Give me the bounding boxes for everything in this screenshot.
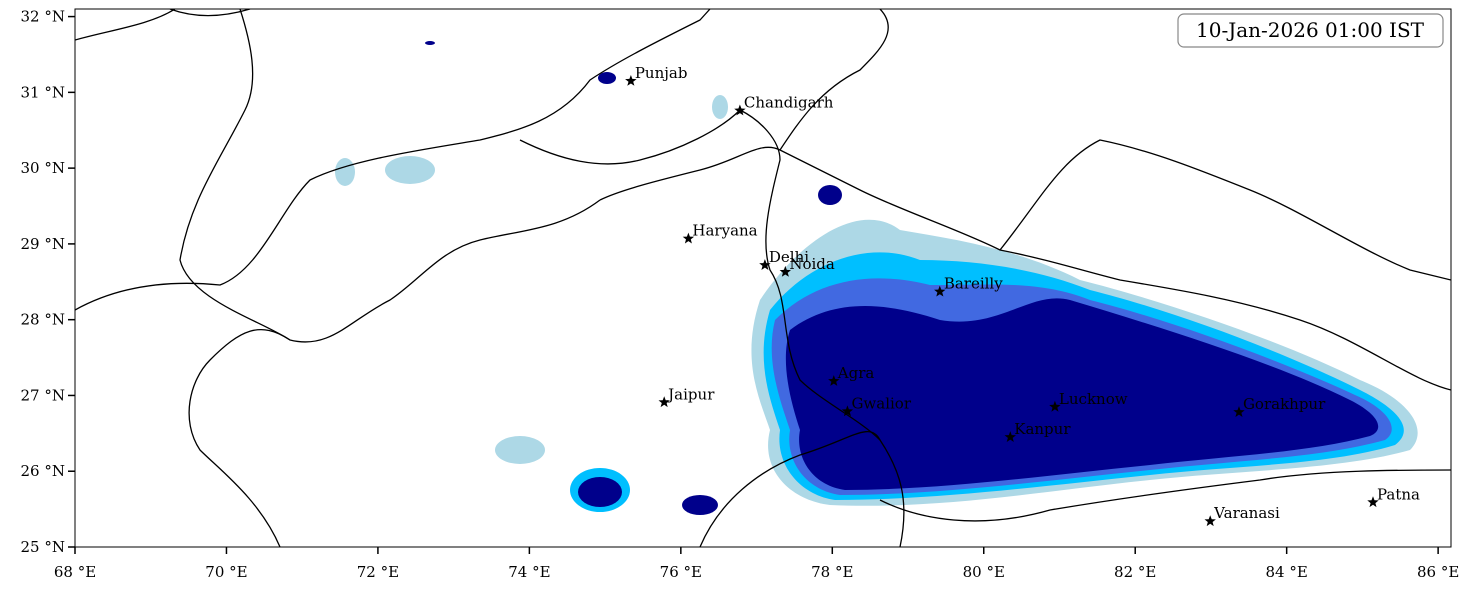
- city-marker: [734, 104, 746, 116]
- city-label: Haryana: [692, 222, 757, 240]
- city-marker: [1004, 431, 1016, 442]
- timestamp: 10-Jan-2026 01:00 IST: [1196, 18, 1425, 42]
- city-marker: [841, 405, 854, 417]
- city-marker: [779, 265, 791, 277]
- y-tick-label: 30 °N: [21, 159, 65, 177]
- y-tick-label: 32 °N: [21, 8, 65, 26]
- y-tick-label: 27 °N: [21, 386, 65, 404]
- x-tick-label: 78 °E: [811, 563, 853, 581]
- city-marker: [658, 396, 670, 408]
- city-label: Gwalior: [851, 394, 911, 412]
- city-label: Delhi: [769, 248, 809, 266]
- city-label: Kanpur: [1014, 420, 1071, 438]
- city-marker: [1049, 400, 1061, 412]
- x-tick-label: 76 °E: [660, 563, 702, 581]
- x-tick-label: 86 °E: [1417, 563, 1459, 581]
- precipitation: [335, 41, 1418, 515]
- city-label: Bareilly: [944, 275, 1003, 293]
- city-marker: [1367, 496, 1379, 508]
- city-label: Jaipur: [666, 385, 715, 403]
- city-label: Varanasi: [1213, 504, 1280, 522]
- city-marker: [1233, 406, 1245, 417]
- plot-frame: [74, 8, 1452, 548]
- y-tick-label: 26 °N: [21, 462, 65, 480]
- city-marker: [1204, 515, 1216, 527]
- x-tick-label: 82 °E: [1114, 563, 1156, 581]
- y-tick-label: 25 °N: [21, 538, 65, 556]
- city-marker: [682, 232, 695, 244]
- borders: [75, 9, 1451, 547]
- city-marker: [625, 75, 637, 86]
- y-tick-label: 31 °N: [21, 83, 65, 101]
- city-label: Patna: [1377, 485, 1420, 503]
- timestamp-box: [1177, 13, 1444, 48]
- city-marker: [934, 285, 946, 297]
- y-tick-label: 29 °N: [21, 235, 65, 253]
- city-label: Lucknow: [1059, 390, 1128, 408]
- x-tick-label: 80 °E: [963, 563, 1005, 581]
- x-tick-label: 72 °E: [357, 563, 399, 581]
- x-tick-label: 74 °E: [508, 563, 550, 581]
- x-tick-label: 68 °E: [54, 563, 96, 581]
- city-label: Gorakhpur: [1243, 395, 1326, 413]
- x-tick-label: 84 °E: [1266, 563, 1308, 581]
- city-marker: [759, 259, 771, 270]
- city-label: Agra: [837, 364, 875, 382]
- city-marker: [828, 375, 840, 386]
- y-tick-label: 28 °N: [21, 311, 65, 329]
- city-label: Punjab: [635, 64, 688, 82]
- city-label: Noida: [789, 255, 835, 273]
- x-tick-label: 70 °E: [205, 563, 247, 581]
- city-label: Chandigarh: [744, 94, 834, 112]
